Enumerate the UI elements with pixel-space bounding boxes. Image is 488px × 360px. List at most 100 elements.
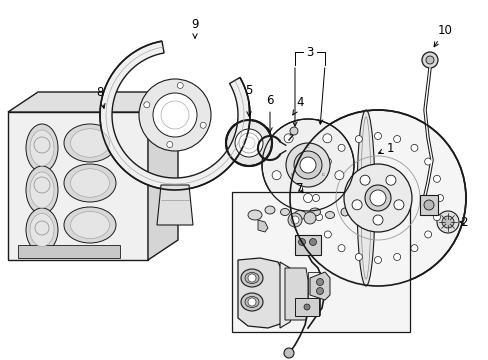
Circle shape <box>200 122 206 128</box>
Circle shape <box>166 141 172 148</box>
Ellipse shape <box>26 208 58 252</box>
Circle shape <box>303 194 312 202</box>
Circle shape <box>262 119 353 211</box>
Circle shape <box>315 175 322 183</box>
Ellipse shape <box>244 273 259 284</box>
Circle shape <box>271 171 281 180</box>
Circle shape <box>369 190 385 206</box>
Circle shape <box>284 348 293 358</box>
Circle shape <box>312 194 319 202</box>
Text: 6: 6 <box>265 94 273 132</box>
Ellipse shape <box>247 210 262 220</box>
Ellipse shape <box>340 208 348 216</box>
Circle shape <box>385 175 395 185</box>
Text: 10: 10 <box>433 23 451 47</box>
Circle shape <box>425 56 433 64</box>
Circle shape <box>421 52 437 68</box>
Ellipse shape <box>244 297 259 307</box>
Circle shape <box>334 171 343 180</box>
Circle shape <box>393 253 400 261</box>
Text: c: c <box>290 171 293 176</box>
Circle shape <box>299 157 315 173</box>
Circle shape <box>351 200 361 210</box>
Circle shape <box>374 256 381 264</box>
Circle shape <box>304 304 309 310</box>
Circle shape <box>374 132 381 139</box>
Bar <box>294 235 320 255</box>
Text: 3: 3 <box>305 45 313 58</box>
Circle shape <box>177 82 183 89</box>
Circle shape <box>309 238 316 246</box>
Ellipse shape <box>241 293 263 311</box>
Circle shape <box>315 213 322 221</box>
Circle shape <box>343 164 411 232</box>
Circle shape <box>424 158 431 165</box>
Circle shape <box>436 194 443 202</box>
Ellipse shape <box>30 172 54 208</box>
Circle shape <box>436 211 458 233</box>
Circle shape <box>372 215 382 225</box>
Text: 7: 7 <box>296 181 303 194</box>
Text: 8: 8 <box>96 86 105 108</box>
Ellipse shape <box>70 129 109 157</box>
Polygon shape <box>148 92 178 260</box>
Ellipse shape <box>30 130 54 166</box>
Polygon shape <box>18 245 120 258</box>
Circle shape <box>247 298 256 306</box>
Circle shape <box>225 120 271 166</box>
Circle shape <box>153 93 197 137</box>
Polygon shape <box>309 272 329 300</box>
Text: 2: 2 <box>459 216 467 229</box>
Ellipse shape <box>64 124 116 162</box>
Text: 1: 1 <box>378 141 393 154</box>
Circle shape <box>423 200 433 210</box>
Circle shape <box>324 158 331 165</box>
Circle shape <box>143 102 149 108</box>
Circle shape <box>289 110 465 286</box>
Text: c: c <box>306 144 309 149</box>
Circle shape <box>410 245 417 252</box>
Ellipse shape <box>26 166 58 214</box>
Text: 11: 11 <box>310 279 325 294</box>
Text: 5: 5 <box>245 84 252 116</box>
Circle shape <box>289 127 297 135</box>
Circle shape <box>355 253 362 261</box>
Polygon shape <box>100 41 249 190</box>
Circle shape <box>393 200 403 210</box>
Circle shape <box>337 144 345 151</box>
Circle shape <box>304 212 315 224</box>
Circle shape <box>441 216 453 228</box>
Text: c: c <box>322 171 325 176</box>
Circle shape <box>410 144 417 151</box>
Ellipse shape <box>325 211 334 219</box>
Circle shape <box>316 279 323 285</box>
Bar <box>294 298 318 316</box>
Text: 4: 4 <box>292 96 303 115</box>
Polygon shape <box>280 262 294 328</box>
Circle shape <box>139 79 210 151</box>
Text: 9: 9 <box>191 18 198 38</box>
Polygon shape <box>419 195 437 215</box>
Circle shape <box>285 143 329 187</box>
Circle shape <box>424 231 431 238</box>
Polygon shape <box>307 272 319 315</box>
Ellipse shape <box>30 213 54 247</box>
Ellipse shape <box>26 124 58 172</box>
Ellipse shape <box>356 110 374 286</box>
Polygon shape <box>8 112 148 260</box>
Ellipse shape <box>293 211 305 220</box>
Ellipse shape <box>241 269 263 287</box>
Polygon shape <box>157 185 193 225</box>
Circle shape <box>235 129 263 157</box>
Circle shape <box>432 213 440 221</box>
Circle shape <box>355 135 362 143</box>
Circle shape <box>287 213 302 227</box>
Circle shape <box>364 185 390 211</box>
Circle shape <box>284 134 292 143</box>
Ellipse shape <box>280 208 289 216</box>
Ellipse shape <box>264 206 274 214</box>
Circle shape <box>393 135 400 143</box>
Circle shape <box>298 238 305 246</box>
Polygon shape <box>8 92 178 112</box>
Ellipse shape <box>64 164 116 202</box>
